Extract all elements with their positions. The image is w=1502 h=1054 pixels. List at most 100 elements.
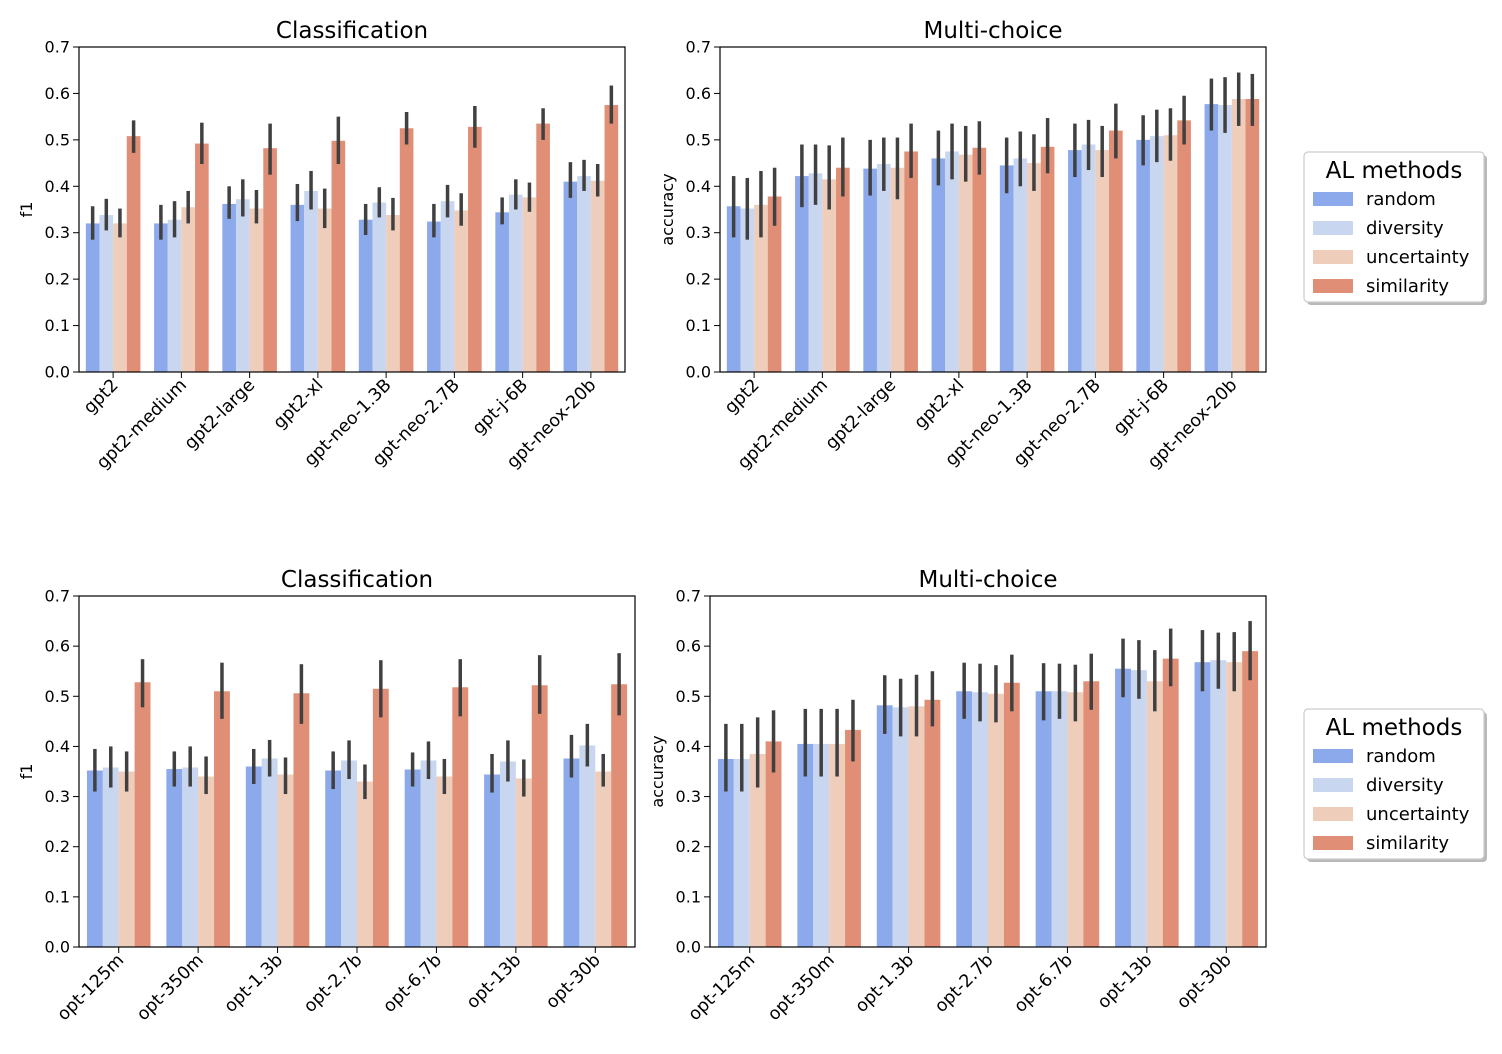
bar-similarity-opt-350m [214,691,230,947]
legend-box [1303,708,1485,860]
bar-uncertainty-opt-350m [198,776,215,947]
chart-title: Multi-choice [924,18,1063,44]
y-tick-label: 0.3 [45,223,70,242]
y-tick-label: 0.6 [45,84,70,103]
bar-similarity-gpt2-xl [972,147,987,372]
bar-diversity-opt-1-3b [892,707,909,947]
bar-diversity-gpt-neo-1-3b [1013,158,1028,372]
legend-label-similarity: similarity [1366,833,1449,854]
bar-diversity-gpt2 [740,208,755,372]
y-tick-label: 0.0 [45,363,70,382]
bar-random-opt-125m [86,770,103,947]
bar-uncertainty-opt-2-7b [357,781,373,947]
bar-diversity-opt-30b [579,745,596,947]
x-tick-label: gpt2 [721,375,764,418]
bar-random-opt-6-7b [404,769,421,947]
bar-similarity-opt-6-7b [1083,681,1100,947]
bar-diversity-gpt2-xl [304,190,318,372]
chart-title: Classification [281,567,433,593]
plot-frame [709,595,1267,948]
bar-random-gpt2-medium [795,176,809,372]
x-tick-label: opt-30b [1173,950,1235,1012]
legend-label-uncertainty: uncertainty [1366,247,1470,268]
y-tick-label: 0.6 [686,84,711,103]
bar-uncertainty-gpt-j-6b [1163,135,1178,372]
y-tick-label: 0.5 [45,130,70,149]
legend-title: AL methods [1326,715,1463,741]
bar-similarity-opt-1-3b [924,699,941,947]
bar-uncertainty-gpt-neo-1-3b [1027,163,1041,372]
y-axis-label: accuracy [658,173,677,245]
bar-random-gpt-neox-20b [1204,104,1219,372]
bar-diversity-gpt2-large [235,199,250,372]
bar-uncertainty-gpt-neo-1-3b [386,215,400,372]
bar-diversity-opt-1-3b [261,758,278,947]
y-tick-label: 0.1 [45,316,70,335]
bar-diversity-opt-350m [182,767,199,947]
x-tick-label: opt-13b [463,950,525,1012]
bar-diversity-gpt-j-6b [1149,136,1164,372]
bar-uncertainty-gpt-neox-20b [1231,99,1246,372]
bar-uncertainty-opt-1-3b [277,774,294,947]
y-tick-label: 0.7 [686,38,711,57]
bar-diversity-opt-125m [102,767,119,947]
y-tick-label: 0.2 [45,837,70,856]
y-tick-label: 0.7 [45,38,70,57]
chart-multichoice-gpt: Multi-choice accuracy 0.0 0.1 0.2 0.3 0.4 0.5 0.… [658,18,1267,473]
y-tick-label: 0.1 [676,887,701,906]
bar-similarity-gpt-neo-2-7b [468,126,482,372]
x-tick-label: gpt-j-6B [469,375,532,438]
bar-similarity-opt-6-7b [452,687,469,947]
legend-swatch-random [1313,749,1353,763]
y-tick-label: 0.3 [45,787,70,806]
legend-swatch-diversity [1313,778,1353,792]
bar-uncertainty-gpt-neo-2-7b [1095,150,1110,372]
chart-classification-gpt: Classification f1 0.0 0.1 0.2 0.3 0.4 0.5 0.6 0.7… [17,18,626,473]
bar-random-gpt2-xl [931,158,946,372]
bar-random-opt-13b [484,774,500,947]
y-axis-label: f1 [17,764,36,780]
bar-uncertainty-gpt-neox-20b [590,180,605,372]
bar-uncertainty-gpt2-large [890,167,905,372]
bar-diversity-opt-30b [1210,660,1227,947]
bar-diversity-gpt-j-6b [508,194,523,372]
bar-uncertainty-gpt2 [754,204,768,372]
bar-random-gpt2-medium [154,223,168,372]
bar-similarity-gpt-j-6b [1177,120,1191,372]
bar-similarity-gpt2-large [904,151,918,372]
y-tick-label: 0.7 [45,587,70,606]
bar-diversity-opt-13b [1130,670,1147,947]
bar-random-opt-30b [1194,662,1211,947]
x-tick-label: opt-1.3b [852,950,918,1016]
bar-similarity-opt-2-7b [1003,682,1020,947]
bar-random-gpt-neo-1-3b [358,219,373,372]
legend-bottom: AL methods random diversity uncertainty simi… [1303,708,1487,862]
bar-random-opt-1-3b [876,705,893,947]
bar-uncertainty-gpt2-xl [958,154,973,372]
x-tick-label: opt-2.7b [931,950,997,1016]
bar-similarity-gpt2-medium [195,143,209,372]
x-tick-label: gpt2-xl [911,375,969,433]
bar-random-opt-125m [717,758,734,947]
y-tick-label: 0.4 [676,737,701,756]
bar-diversity-gpt-neo-2-7b [1081,144,1096,372]
bar-diversity-gpt2-medium [808,173,823,372]
legend-title: AL methods [1326,158,1463,184]
bar-uncertainty-gpt2-xl [317,208,332,372]
bar-uncertainty-opt-350m [829,743,846,947]
bar-random-gpt-j-6b [495,212,509,372]
x-tick-label: opt-13b [1094,950,1156,1012]
legend-swatch-uncertainty [1313,807,1353,821]
bar-similarity-gpt-neox-20b [1245,99,1260,372]
legend-swatch-diversity [1313,221,1353,235]
bar-uncertainty-opt-6-7b [436,776,453,947]
bar-uncertainty-opt-30b [1226,662,1243,947]
bar-similarity-opt-30b [1242,651,1259,947]
y-tick-label: 0.4 [45,737,70,756]
y-axis-label: accuracy [648,735,667,807]
x-tick-label: gpt2-xl [270,375,328,433]
bar-similarity-opt-1-3b [293,693,310,947]
y-tick-label: 0.0 [676,938,701,957]
x-tick-label: opt-6.7b [380,950,446,1016]
y-tick-label: 0.5 [686,130,711,149]
